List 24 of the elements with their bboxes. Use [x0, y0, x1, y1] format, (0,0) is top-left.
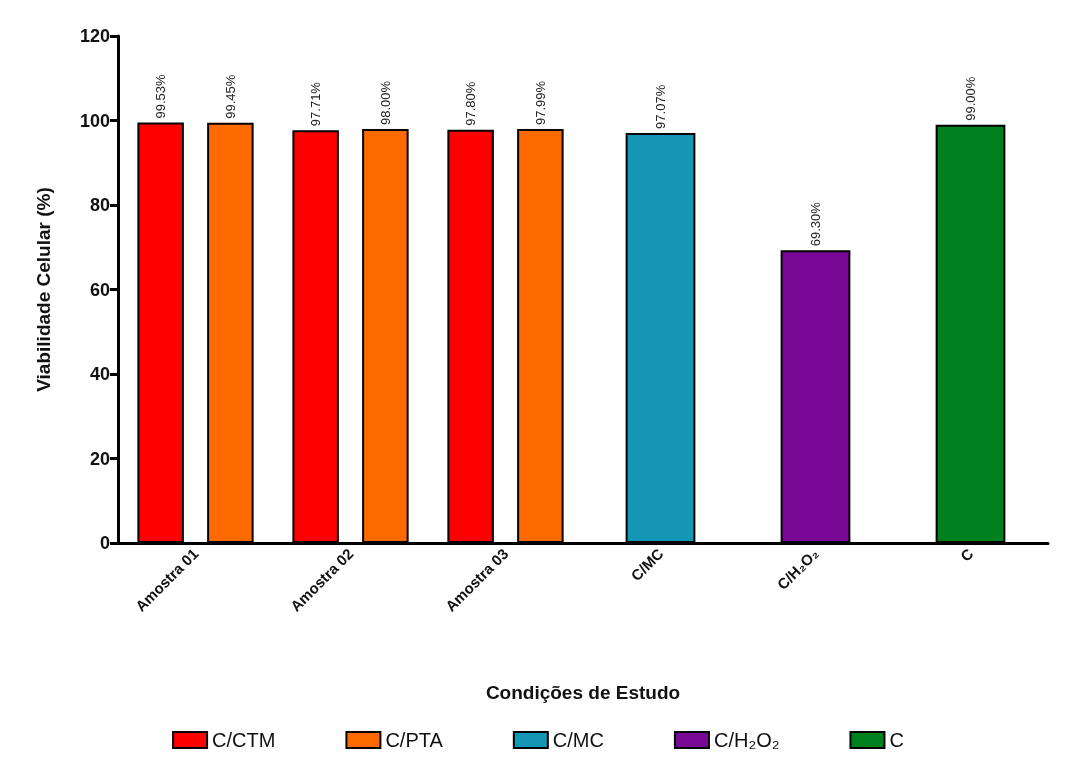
data-label: 69.30%: [808, 201, 823, 247]
legend-label: C: [889, 729, 904, 751]
data-label: 97.71%: [308, 81, 324, 127]
y-axis-title: Viabilidade Celular (%): [33, 187, 54, 392]
y-tick-label: 20: [89, 448, 110, 469]
legend-label: C/MC: [552, 729, 604, 751]
y-tick-label: 60: [89, 279, 110, 300]
x-axis-title: Condições de Estudo: [485, 682, 681, 703]
x-tick-label: C: [956, 544, 977, 565]
legend-label: C/CTM: [212, 729, 276, 751]
data-label: 99.00%: [963, 76, 978, 121]
legend-label: C/H₂O₂: [713, 729, 780, 751]
data-label: 97.80%: [463, 81, 479, 126]
data-label: 97.07%: [653, 84, 668, 129]
data-label: 97.99%: [532, 80, 548, 125]
legend-label: C/PTA: [385, 729, 444, 751]
y-tick-label: 0: [99, 533, 110, 553]
data-label: 99.45%: [222, 74, 238, 119]
y-tick-label: 80: [89, 195, 110, 215]
data-label: 99.53%: [153, 73, 169, 119]
y-tick-label: 120: [79, 26, 110, 46]
y-tick-label: 40: [89, 364, 110, 384]
y-tick-label: 100: [79, 110, 110, 131]
data-label: 98.00%: [377, 80, 393, 125]
